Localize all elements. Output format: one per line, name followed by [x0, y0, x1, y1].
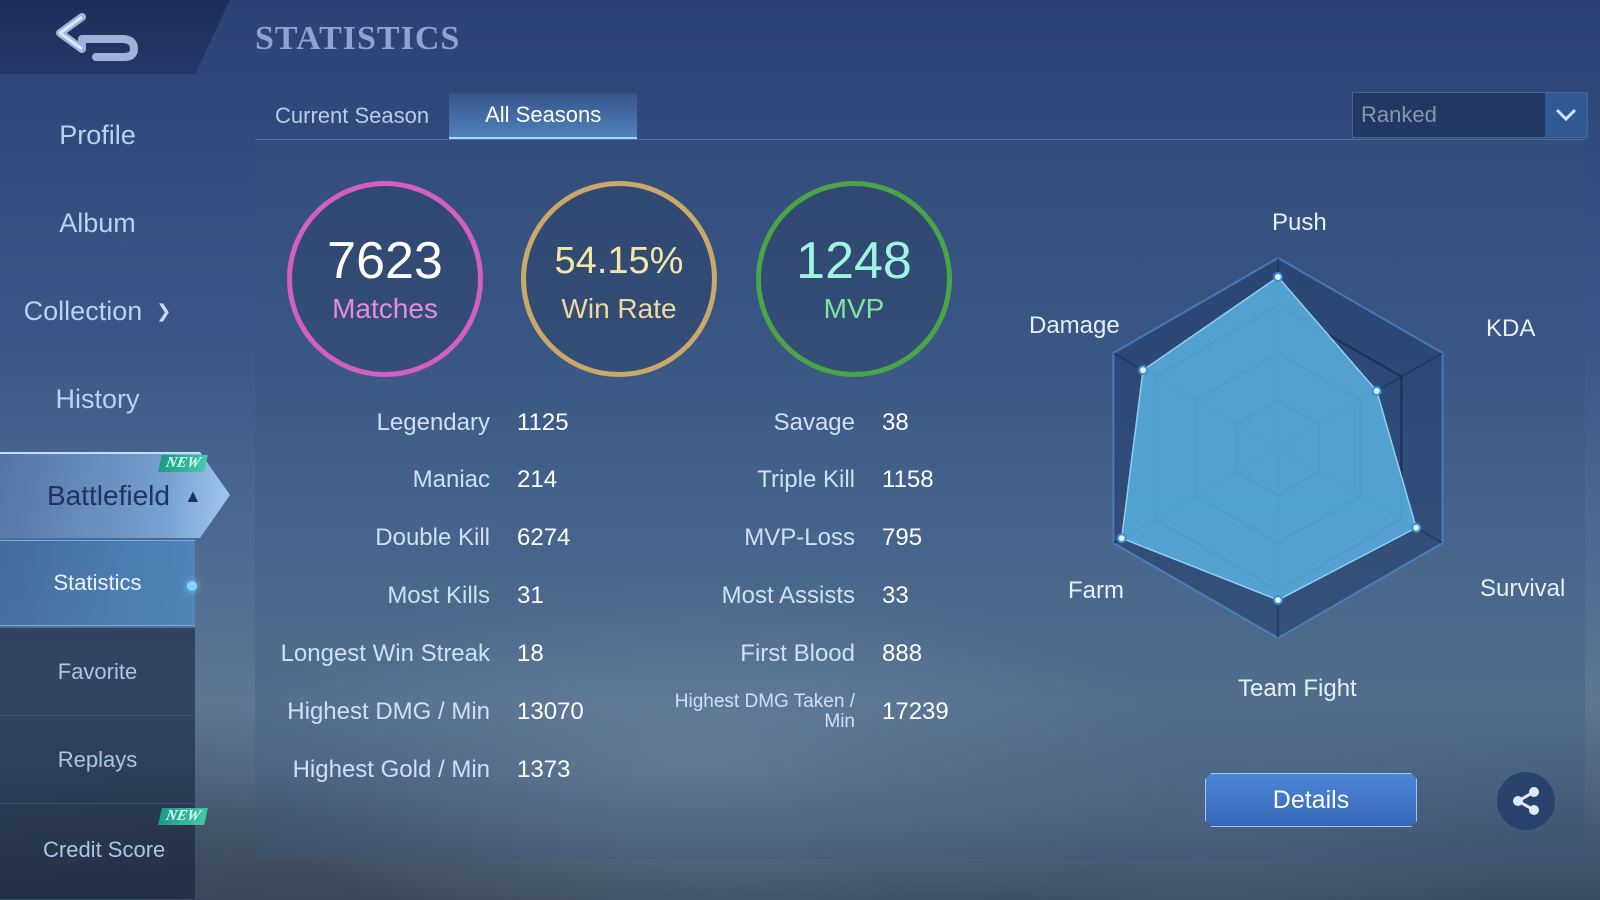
back-button[interactable] — [0, 0, 230, 74]
tab-all-seasons[interactable]: All Seasons — [449, 93, 638, 139]
season-tabs: Current Season All Seasons — [255, 93, 638, 139]
tab-label: All Seasons — [485, 102, 602, 127]
tab-divider — [255, 139, 1585, 140]
sidebar-item-album[interactable]: Album — [0, 188, 195, 258]
stat-label: First Blood — [740, 640, 855, 667]
sidebar-subitem-statistics[interactable]: Statistics — [0, 540, 197, 626]
radar-data-point — [1116, 533, 1127, 544]
details-button-label: Details — [1272, 785, 1350, 814]
stat-label: Longest Win Streak — [280, 640, 490, 667]
chevron-up-icon: ▲ — [183, 485, 202, 506]
share-button[interactable] — [1497, 772, 1555, 830]
stat-label: Triple Kill — [757, 466, 855, 493]
sidebar-subitem-favorite[interactable]: Favorite — [0, 628, 195, 716]
new-badge: NEW — [158, 808, 208, 825]
sidebar-item-label: Profile — [59, 119, 136, 150]
stat-value: 795 — [882, 524, 923, 551]
radar-data-point — [1411, 522, 1422, 533]
new-badge: NEW — [158, 455, 208, 472]
winrate-ring: 54.15% Win Rate — [521, 181, 717, 377]
chevron-down-icon: ❯ — [156, 300, 172, 321]
stat-label: Maniac — [412, 466, 490, 493]
sidebar-item-label: Credit Score — [43, 837, 166, 862]
radar-data-point — [1273, 595, 1283, 605]
radar-data-point — [1371, 386, 1382, 396]
share-icon — [1513, 787, 1539, 815]
stat-label: MVP-Loss — [744, 524, 855, 551]
stat-label: Double Kill — [375, 524, 490, 551]
stat-value: 13070 — [517, 698, 584, 725]
stat-value: 18 — [517, 640, 544, 667]
sidebar-item-profile[interactable]: Profile — [0, 100, 195, 170]
stat-label: Highest DMG / Min — [287, 698, 490, 725]
matches-ring: 7623 Matches — [287, 181, 483, 377]
sidebar-item-label: History — [55, 383, 140, 414]
radar-axis-label: Team Fight — [1238, 675, 1357, 702]
sidebar-subitem-credit-score[interactable]: Credit Score — [0, 810, 195, 890]
sidebar-item-label: Replays — [57, 747, 138, 772]
stat-value: 31 — [517, 582, 544, 609]
radar-data-point — [1273, 272, 1283, 282]
sidebar-subitem-bg — [0, 716, 195, 804]
chevron-down-icon[interactable] — [1545, 93, 1587, 137]
radar-axis-label: Farm — [1068, 577, 1124, 604]
tab-current-season[interactable]: Current Season — [255, 93, 449, 139]
sidebar-item-collection[interactable]: Collection ❯ — [0, 276, 195, 346]
radar-axis-label: KDA — [1486, 315, 1536, 342]
sidebar-item-label: Statistics — [53, 570, 142, 595]
back-arrow-icon — [56, 13, 138, 61]
stat-value: 1125 — [517, 409, 569, 436]
radar-axis-label: Survival — [1480, 575, 1566, 602]
sidebar-item-label: Album — [59, 207, 136, 238]
mode-select[interactable]: Ranked — [1352, 92, 1588, 138]
sidebar-item-label: Collection — [23, 295, 143, 326]
stat-value: 1373 — [517, 756, 571, 783]
radar-axis-label: Damage — [1029, 312, 1120, 339]
page-title: STATISTICS — [255, 20, 461, 57]
matches-value: 7623 — [327, 232, 443, 290]
stat-value: 33 — [882, 582, 909, 609]
sidebar-item-label: Battlefield — [47, 480, 170, 511]
matches-label: Matches — [332, 293, 438, 324]
stat-label: Most Kills — [387, 582, 490, 609]
radar-axis-label: Push — [1272, 209, 1327, 236]
mvp-label: MVP — [823, 293, 885, 324]
radar-chart — [1112, 256, 1444, 640]
stat-value: 6274 — [517, 524, 571, 551]
stat-label: Highest Gold / Min — [292, 756, 490, 783]
stat-label: Most Assists — [721, 582, 855, 609]
radar-data-point — [1138, 365, 1149, 376]
stat-value: 214 — [517, 466, 558, 493]
active-indicator-icon — [187, 581, 197, 591]
stat-value: 1158 — [882, 466, 934, 493]
stat-value: 38 — [882, 409, 909, 436]
tab-label: Current Season — [275, 103, 430, 128]
sidebar-subitem-bg — [0, 628, 195, 716]
mvp-ring: 1248 MVP — [756, 181, 952, 377]
winrate-label: Win Rate — [561, 293, 677, 324]
sidebar-item-label: Favorite — [57, 659, 138, 684]
stat-label: Savage — [773, 409, 855, 436]
mvp-value: 1248 — [796, 232, 912, 290]
details-button[interactable]: Details — [1205, 773, 1417, 827]
mode-select-value: Ranked — [1361, 102, 1437, 127]
sidebar-item-history[interactable]: History — [0, 364, 195, 434]
stat-value: 888 — [882, 640, 923, 667]
sidebar-subitem-replays[interactable]: Replays — [0, 716, 195, 804]
stat-label: Highest DMG Taken / Min — [674, 691, 855, 732]
winrate-value: 54.15% — [554, 240, 684, 282]
stat-label: Legendary — [376, 409, 490, 436]
stat-value: 17239 — [882, 698, 949, 725]
